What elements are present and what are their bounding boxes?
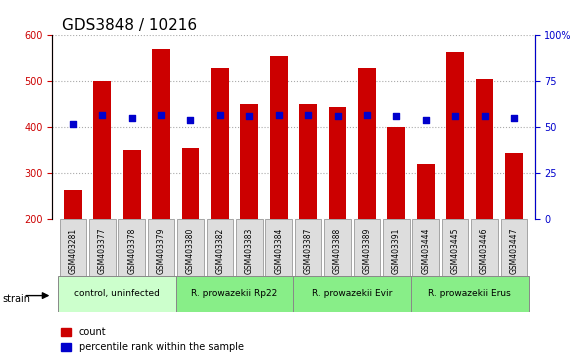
Text: GSM403387: GSM403387 [304, 228, 313, 274]
Text: GSM403389: GSM403389 [363, 228, 371, 274]
Text: GSM403445: GSM403445 [451, 228, 460, 274]
FancyBboxPatch shape [60, 219, 86, 276]
Bar [329, 107, 346, 219]
Text: GSM403379: GSM403379 [157, 228, 166, 274]
FancyBboxPatch shape [471, 219, 498, 276]
FancyBboxPatch shape [383, 219, 410, 276]
FancyBboxPatch shape [58, 276, 176, 312]
Text: R. prowazekii Evir: R. prowazekii Evir [312, 289, 392, 298]
Bar [417, 164, 435, 219]
Legend: count, percentile rank within the sample: count, percentile rank within the sample [57, 324, 248, 354]
FancyBboxPatch shape [89, 219, 116, 276]
Bar [64, 189, 82, 219]
Text: R. prowazekii Rp22: R. prowazekii Rp22 [192, 289, 278, 298]
Point [363, 112, 372, 118]
Bar [94, 81, 111, 219]
Text: GSM403281: GSM403281 [69, 228, 77, 274]
Point [333, 114, 342, 119]
Bar [241, 104, 258, 219]
Bar [476, 79, 493, 219]
Text: GSM403446: GSM403446 [480, 228, 489, 274]
Text: control, uninfected: control, uninfected [74, 289, 160, 298]
Text: GSM403444: GSM403444 [421, 228, 430, 274]
FancyBboxPatch shape [177, 219, 204, 276]
Text: GSM403384: GSM403384 [274, 228, 283, 274]
FancyBboxPatch shape [176, 276, 293, 312]
FancyBboxPatch shape [413, 219, 439, 276]
FancyBboxPatch shape [411, 276, 529, 312]
FancyBboxPatch shape [293, 276, 411, 312]
Bar [358, 68, 376, 219]
Text: GSM403383: GSM403383 [245, 228, 254, 274]
Point [156, 112, 166, 118]
Text: GSM403377: GSM403377 [98, 228, 107, 274]
Text: GSM403382: GSM403382 [216, 228, 224, 274]
Bar [299, 104, 317, 219]
Text: GSM403447: GSM403447 [510, 228, 518, 274]
Bar [388, 127, 405, 219]
Point [274, 112, 284, 118]
Point [68, 121, 77, 127]
Point [98, 112, 107, 118]
Point [510, 115, 519, 121]
FancyBboxPatch shape [148, 219, 174, 276]
Bar [123, 150, 141, 219]
FancyBboxPatch shape [236, 219, 263, 276]
Text: GDS3848 / 10216: GDS3848 / 10216 [62, 18, 197, 33]
Bar [270, 56, 288, 219]
Bar [446, 51, 464, 219]
Text: R. prowazekii Erus: R. prowazekii Erus [428, 289, 511, 298]
Point [245, 114, 254, 119]
Point [127, 115, 137, 121]
Point [392, 114, 401, 119]
Text: GSM403378: GSM403378 [127, 228, 136, 274]
FancyBboxPatch shape [354, 219, 380, 276]
FancyBboxPatch shape [207, 219, 233, 276]
Text: GSM403388: GSM403388 [333, 228, 342, 274]
Point [215, 112, 224, 118]
FancyBboxPatch shape [119, 219, 145, 276]
Text: strain: strain [3, 294, 31, 304]
FancyBboxPatch shape [295, 219, 321, 276]
Point [303, 112, 313, 118]
FancyBboxPatch shape [501, 219, 527, 276]
FancyBboxPatch shape [266, 219, 292, 276]
FancyBboxPatch shape [442, 219, 468, 276]
Point [421, 117, 431, 123]
Bar [505, 153, 523, 219]
FancyBboxPatch shape [324, 219, 351, 276]
Text: GSM403380: GSM403380 [186, 228, 195, 274]
Text: GSM403391: GSM403391 [392, 228, 401, 274]
Bar [152, 49, 170, 219]
Point [450, 114, 460, 119]
Point [186, 117, 195, 123]
Point [480, 114, 489, 119]
Bar [211, 68, 229, 219]
Bar [182, 148, 199, 219]
